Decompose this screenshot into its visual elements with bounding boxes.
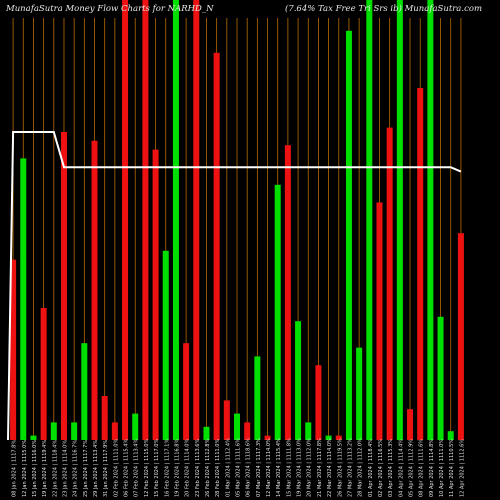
x-tick-label: 28 Mar 2024 | 1112.0% xyxy=(358,438,364,497)
bar xyxy=(305,422,312,440)
x-tick-label: 20 Mar 2024 | 1112.0% xyxy=(307,438,313,497)
x-tick-label: 06 Mar 2024 | 1118.6% xyxy=(246,438,252,497)
chart-title: MunafaSutra Money Flow Charts for NARHD_… xyxy=(6,4,214,14)
x-tick-label: 04 Apr 2024 | 1114.4% xyxy=(398,439,404,497)
bar xyxy=(172,0,179,440)
x-tick-label: 14 Mar 2024 | 1115.4% xyxy=(276,438,282,497)
vertical-grid xyxy=(12,18,462,440)
x-tick-label: 26 Mar 2024 | 1119.5% xyxy=(337,438,343,497)
bar xyxy=(325,435,332,440)
x-tick-label: 08 Jan 2024 | 1117.8% xyxy=(12,440,18,497)
x-tick-label: 22 Jan 2024 | 1118.4% xyxy=(52,440,58,497)
bar xyxy=(396,0,403,440)
bar xyxy=(152,149,159,440)
bar xyxy=(213,52,220,441)
bar xyxy=(162,250,169,440)
x-tick-label: 25 Jan 2024 | 1117.7% xyxy=(83,440,89,497)
x-tick-label: 02 Apr 2024 | 1116.5% xyxy=(378,439,384,497)
bar xyxy=(386,127,393,440)
average-line xyxy=(7,131,462,441)
x-tick-label: 01 Mar 2024 | 1112.4% xyxy=(225,438,231,497)
x-tick-label: 06 Feb 2024 | 1115.4% xyxy=(124,439,130,497)
bar xyxy=(376,202,383,440)
bar xyxy=(183,343,190,440)
bar xyxy=(427,0,434,440)
x-tick-label: 24 Jan 2024 | 1116.7% xyxy=(73,440,79,497)
x-tick-label: 12 Mar 2024 | 1114.0% xyxy=(266,438,272,497)
bar xyxy=(71,422,78,440)
x-tick-label: 28 Feb 2024 | 1111.0% xyxy=(215,439,221,497)
bar xyxy=(264,435,271,440)
x-tick-label: 22 Mar 2024 | 1114.0% xyxy=(327,438,333,497)
bar xyxy=(40,308,47,440)
x-tick-label: 07 Feb 2024 | 1113.4% xyxy=(134,439,140,497)
bar xyxy=(111,422,118,440)
x-tick-label: 29 Jan 2024 | 1113.4% xyxy=(93,440,99,497)
bar xyxy=(101,396,108,440)
bar xyxy=(366,0,373,440)
bar xyxy=(50,422,57,440)
bar xyxy=(356,347,363,440)
x-tick-label: 02 Feb 2024 | 1111.0% xyxy=(113,439,119,497)
bar xyxy=(447,431,454,440)
bar xyxy=(91,140,98,441)
x-tick-label: 12 Jan 2024 | 1115.0% xyxy=(22,440,28,497)
x-tick-label: 05 Mar 2024 | 1111.6% xyxy=(236,438,242,497)
bar xyxy=(193,0,200,440)
bar xyxy=(30,435,37,440)
x-tick-label: 15 Mar 2024 | 1111.8% xyxy=(286,438,292,497)
x-tick-label: 01 Apr 2024 | 1118.4% xyxy=(368,439,374,497)
bar xyxy=(122,0,129,440)
x-tick-label: 12 Feb 2024 | 1115.0% xyxy=(144,439,150,497)
bar-series xyxy=(10,0,464,441)
bar xyxy=(274,184,281,440)
x-tick-labels: 08 Jan 2024 | 1117.8% 12 Jan 2024 | 1115.… xyxy=(12,438,466,497)
x-tick-label: 23 Feb 2024 | 1113.6% xyxy=(195,439,201,497)
x-tick-label: 03 Apr 2024 | 1115.3% xyxy=(388,439,394,497)
bar xyxy=(407,409,414,440)
bar xyxy=(417,88,424,440)
bar xyxy=(244,422,251,440)
x-tick-label: 19 Jan 2024 | 1119.4% xyxy=(42,440,48,497)
x-tick-label: 15 Jan 2024 | 1116.0% xyxy=(32,440,38,497)
x-tick-label: 07 Mar 2024 | 1117.3% xyxy=(256,438,262,497)
x-tick-label: 20 Feb 2024 | 1114.0% xyxy=(185,439,191,497)
bar xyxy=(142,0,149,440)
bar xyxy=(254,356,261,440)
x-tick-label: 16 Feb 2024 | 1117.1% xyxy=(164,439,170,497)
bar xyxy=(20,158,27,440)
bar xyxy=(437,316,444,440)
bar xyxy=(335,435,342,440)
x-tick-label: 10 Apr 2024 | 1111.0% xyxy=(439,439,445,497)
bar xyxy=(60,132,67,440)
x-tick-label: 09 Apr 2024 | 1114.8% xyxy=(429,439,435,497)
bar xyxy=(223,400,230,440)
bar xyxy=(132,413,139,440)
bar xyxy=(457,233,464,440)
chart-subtitle: (7.64% Tax Free Tri Srs ib) MunafaSutra.… xyxy=(285,4,483,14)
bar xyxy=(10,259,17,440)
bar xyxy=(345,30,352,441)
bar xyxy=(284,145,291,440)
bar xyxy=(295,321,302,440)
x-tick-label: 31 Jan 2024 | 1117.9% xyxy=(103,440,109,497)
x-tick-label: 15 Feb 2024 | 1117.0% xyxy=(154,439,160,497)
x-tick-label: 27 Mar 2024 | 1113.2% xyxy=(347,438,353,497)
x-tick-label: 19 Feb 2024 | 1116.8% xyxy=(174,439,180,497)
bar xyxy=(315,365,322,440)
bar xyxy=(81,343,88,440)
x-tick-label: 08 Apr 2024 | 1111.6% xyxy=(419,439,425,497)
x-tick-label: 23 Jan 2024 | 1114.0% xyxy=(62,440,68,497)
bar xyxy=(203,426,210,440)
x-tick-label: 05 Apr 2024 | 1112.9% xyxy=(409,439,415,497)
bar xyxy=(234,413,240,440)
x-tick-label: 21 Mar 2024 | 1117.8% xyxy=(317,438,323,497)
x-tick-label: 11 Apr 2024 | 1110.5% xyxy=(449,439,455,497)
x-tick-label: 26 Feb 2024 | 1112.8% xyxy=(205,439,211,497)
x-tick-label: 12 Apr 2024 | 1112.6% xyxy=(459,439,465,497)
x-tick-label: 19 Mar 2024 | 1113.0% xyxy=(297,438,303,497)
